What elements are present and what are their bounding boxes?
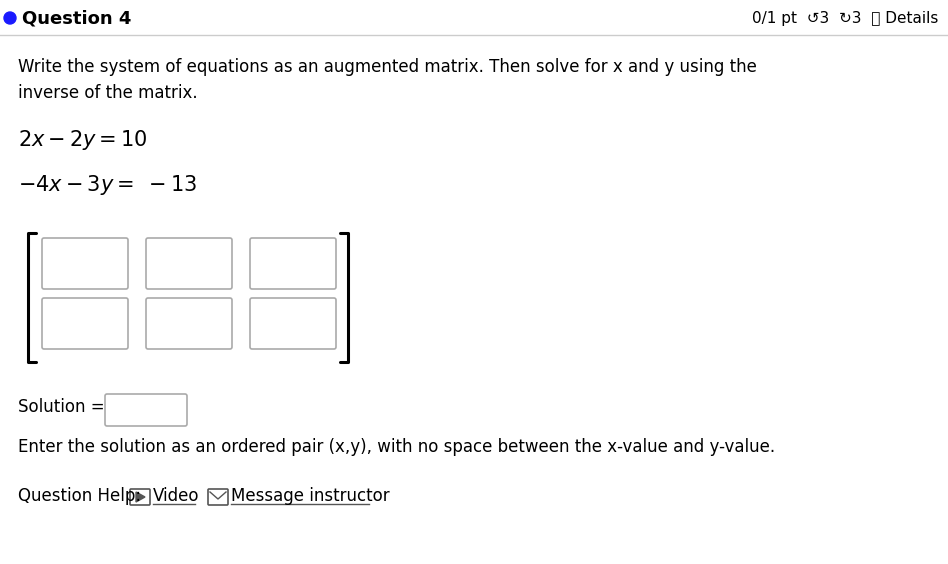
FancyBboxPatch shape — [146, 298, 232, 349]
FancyBboxPatch shape — [42, 298, 128, 349]
Text: Write the system of equations as an augmented matrix. Then solve for x and y usi: Write the system of equations as an augm… — [18, 58, 757, 103]
Text: Enter the solution as an ordered pair (x,y), with no space between the x-value a: Enter the solution as an ordered pair (x… — [18, 438, 775, 456]
Text: Question 4: Question 4 — [22, 9, 132, 27]
FancyBboxPatch shape — [250, 238, 336, 289]
FancyBboxPatch shape — [130, 489, 150, 505]
Text: Solution =: Solution = — [18, 398, 104, 416]
FancyBboxPatch shape — [208, 489, 228, 505]
Circle shape — [4, 12, 16, 24]
FancyBboxPatch shape — [105, 394, 187, 426]
Text: Video: Video — [153, 487, 199, 505]
FancyBboxPatch shape — [250, 298, 336, 349]
Polygon shape — [136, 492, 145, 502]
FancyBboxPatch shape — [146, 238, 232, 289]
Text: $-4x - 3y =\ -13$: $-4x - 3y =\ -13$ — [18, 173, 197, 197]
FancyBboxPatch shape — [42, 238, 128, 289]
Text: Message instructor: Message instructor — [231, 487, 390, 505]
Text: $2x - 2y = 10$: $2x - 2y = 10$ — [18, 128, 148, 152]
Text: Question Help:: Question Help: — [18, 487, 146, 505]
Text: 0/1 pt  ↺3  ↻3  ⓘ Details: 0/1 pt ↺3 ↻3 ⓘ Details — [752, 11, 938, 25]
